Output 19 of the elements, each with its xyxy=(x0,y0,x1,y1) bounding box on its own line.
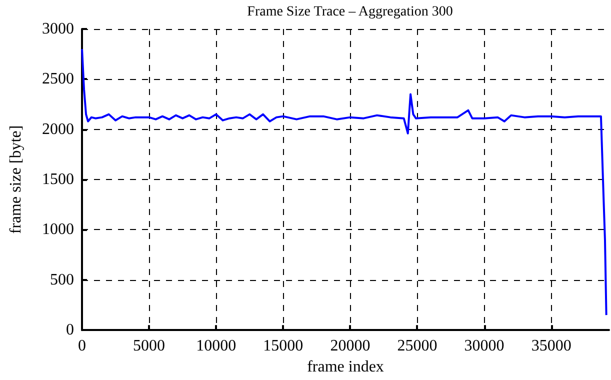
y-tick-label: 2500 xyxy=(42,70,74,88)
x-axis-title: frame index xyxy=(307,358,384,376)
x-tick-label: 35000 xyxy=(531,338,572,355)
x-tick-label: 5000 xyxy=(133,338,166,355)
x-tick-label: 0 xyxy=(78,338,86,355)
x-tick-label: 15000 xyxy=(263,338,304,355)
y-tick-label: 0 xyxy=(66,322,74,339)
y-axis-title: frame size [byte] xyxy=(8,125,24,234)
y-tick-label: 1000 xyxy=(42,221,74,238)
x-tick-label: 25000 xyxy=(397,338,438,355)
line-series xyxy=(81,48,608,316)
y-tick-label: 500 xyxy=(50,271,74,288)
y-tick-label: 1500 xyxy=(42,171,74,188)
x-tick-label: 20000 xyxy=(330,338,370,355)
y-tick-label: 3000 xyxy=(42,20,74,38)
y-tick-label: 2000 xyxy=(42,120,74,138)
x-tick-label: 30000 xyxy=(464,338,504,355)
x-tick-label: 10000 xyxy=(196,338,236,355)
chart-title: Frame Size Trace – Aggregation 300 xyxy=(247,4,453,20)
